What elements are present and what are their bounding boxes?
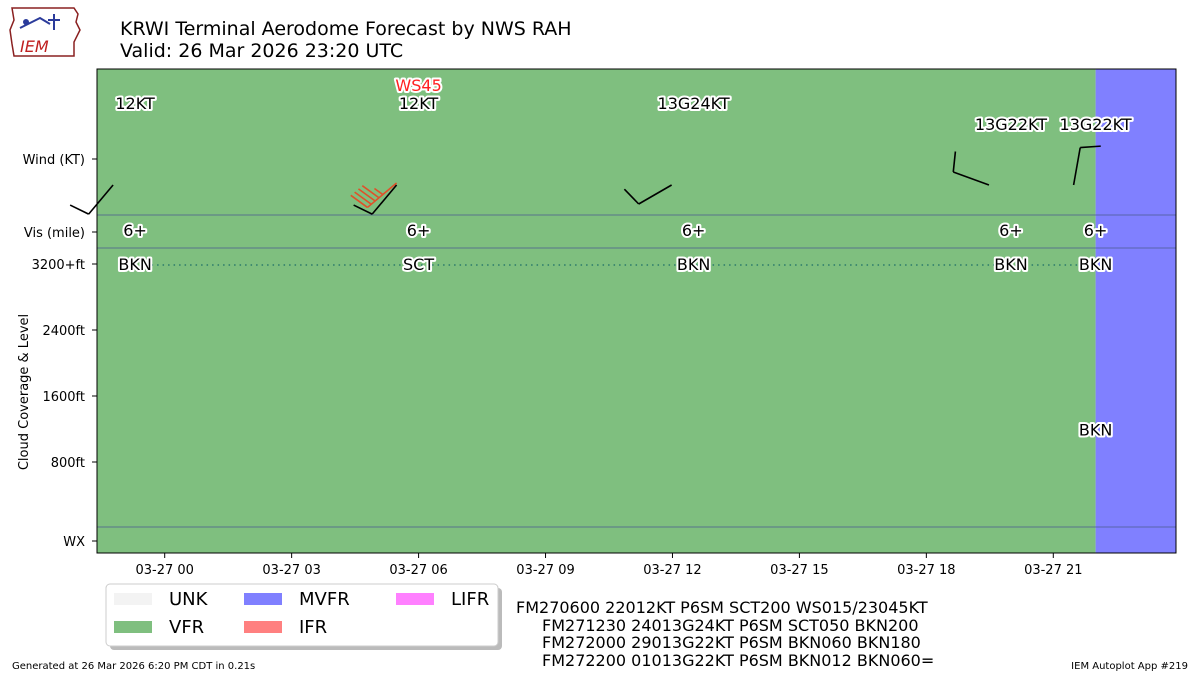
- y-tick-1600: 1600ft: [42, 390, 85, 405]
- barb-flag: [354, 191, 372, 205]
- barb-staff: [88, 184, 114, 215]
- taf-text: FM270600 22012KT P6SM SCT200 WS015/23045…: [516, 598, 934, 670]
- visibility-label: 6+: [682, 221, 706, 240]
- x-tick-label: 03-27 00: [135, 563, 193, 578]
- legend-label-mvfr: MVFR: [299, 589, 350, 610]
- cloud-cover-label: BKN: [118, 255, 151, 274]
- x-tick-label: 03-27 21: [1024, 563, 1082, 578]
- taf-line-3: FM272000 29013G22KT P6SM BKN060 BKN180: [542, 633, 921, 652]
- app-id: IEM Autoplot App #219: [1071, 661, 1188, 672]
- wind-barb: [69, 184, 114, 215]
- x-tick-label: 03-27 03: [262, 563, 320, 578]
- y-tick-cloud-top: 3200+ft: [32, 258, 85, 273]
- visibility-label: 6+: [123, 221, 147, 240]
- wind-label: 13G22KT: [975, 115, 1047, 134]
- barb-flag: [952, 151, 957, 173]
- barb-flag: [350, 194, 368, 209]
- generated-note: Generated at 26 Mar 2026 6:20 PM CDT in …: [12, 661, 255, 672]
- row-dividers: [97, 214, 1176, 528]
- visibility-label: 6+: [407, 221, 431, 240]
- y-tick-800: 800ft: [51, 456, 85, 471]
- barb-staff: [371, 184, 398, 215]
- wind-barb: [623, 184, 673, 205]
- barb-flag: [353, 204, 373, 215]
- forecast-marks: 12KT6+BKN12KTWS456+SCT13G24KT6+BKN13G22K…: [69, 74, 1134, 442]
- legend-swatch-vfr: [114, 621, 152, 633]
- y-axis-label: Cloud Coverage & Level: [17, 314, 32, 470]
- legend-swatch-lifr: [396, 593, 434, 605]
- x-tick-label: 03-27 15: [770, 563, 828, 578]
- wind-barb: [353, 184, 398, 215]
- taf-line-1: FM270600 22012KT P6SM SCT200 WS015/23045…: [516, 598, 928, 617]
- barb-flag: [361, 185, 380, 199]
- shear-wind-barb: [350, 182, 398, 209]
- band-vfr: [97, 69, 1096, 553]
- chart-subtitle: Valid: 26 Mar 2026 23:20 UTC: [120, 40, 403, 62]
- y-tick-2400: 2400ft: [42, 324, 85, 339]
- legend-swatch-ifr: [244, 621, 282, 633]
- band-mvfr: [1095, 69, 1176, 553]
- wind-shear-label: WS45: [395, 76, 441, 95]
- taf-line-4: FM272200 01013G22KT P6SM BKN012 BKN060=: [542, 651, 934, 670]
- y-tick-vis: Vis (mile): [24, 226, 85, 241]
- flight-category-bands: [97, 69, 1176, 553]
- legend-label-lifr: LIFR: [451, 589, 489, 610]
- cloud-cover-label: BKN: [1079, 255, 1112, 274]
- visibility-label: 6+: [1084, 221, 1108, 240]
- wind-label: 13G22KT: [1060, 115, 1132, 134]
- x-axis: 03-27 00 03-27 03 03-27 06 03-27 09 03-27 12…: [135, 553, 1083, 578]
- barb-flag: [623, 188, 640, 205]
- barb-flag: [1080, 145, 1101, 149]
- plot-frame: [96, 68, 1177, 554]
- cloud-cover-label: BKN: [1079, 421, 1112, 440]
- x-tick-label: 03-27 09: [516, 563, 574, 578]
- cloud-cover-label: BKN: [994, 255, 1027, 274]
- legend-label-unk: UNK: [169, 589, 209, 610]
- wind-label: 13G24KT: [658, 94, 730, 113]
- legend-label-ifr: IFR: [299, 617, 327, 638]
- x-tick-label: 03-27 18: [897, 563, 955, 578]
- wind-barb: [952, 151, 990, 186]
- barb-staff: [952, 171, 990, 186]
- y-tick-wind: Wind (KT): [23, 153, 85, 168]
- legend-label-vfr: VFR: [169, 617, 204, 638]
- taf-line-2: FM271230 24013G24KT P6SM SCT050 BKN200: [542, 616, 919, 635]
- chart-title: KRWI Terminal Aerodome Forecast by NWS R…: [120, 18, 572, 40]
- legend-swatch-unk: [114, 593, 152, 605]
- wind-barb: [1072, 145, 1101, 186]
- legend: UNK VFR MVFR IFR LIFR: [105, 583, 502, 650]
- barb-half-flag: [373, 187, 384, 196]
- y-tick-wx: WX: [63, 535, 85, 550]
- barb-flag: [69, 204, 90, 215]
- barb-staff: [638, 184, 673, 205]
- x-tick-label: 03-27 12: [643, 563, 701, 578]
- iem-logo: IEM: [9, 7, 81, 57]
- x-tick-label: 03-27 06: [389, 563, 447, 578]
- legend-swatch-mvfr: [244, 593, 282, 605]
- barb-staff: [366, 182, 398, 209]
- barb-staff: [1072, 147, 1081, 186]
- visibility-label: 6+: [999, 221, 1023, 240]
- logo-text: IEM: [20, 37, 49, 56]
- wind-label: 12KT: [399, 94, 439, 113]
- cloud-cover-label: SCT: [403, 255, 434, 274]
- cloud-cover-label: BKN: [677, 255, 710, 274]
- barb-flag: [357, 188, 376, 202]
- y-axis: Wind (KT) Vis (mile) 3200+ft 2400ft 1600…: [17, 153, 97, 550]
- wind-label: 12KT: [115, 94, 155, 113]
